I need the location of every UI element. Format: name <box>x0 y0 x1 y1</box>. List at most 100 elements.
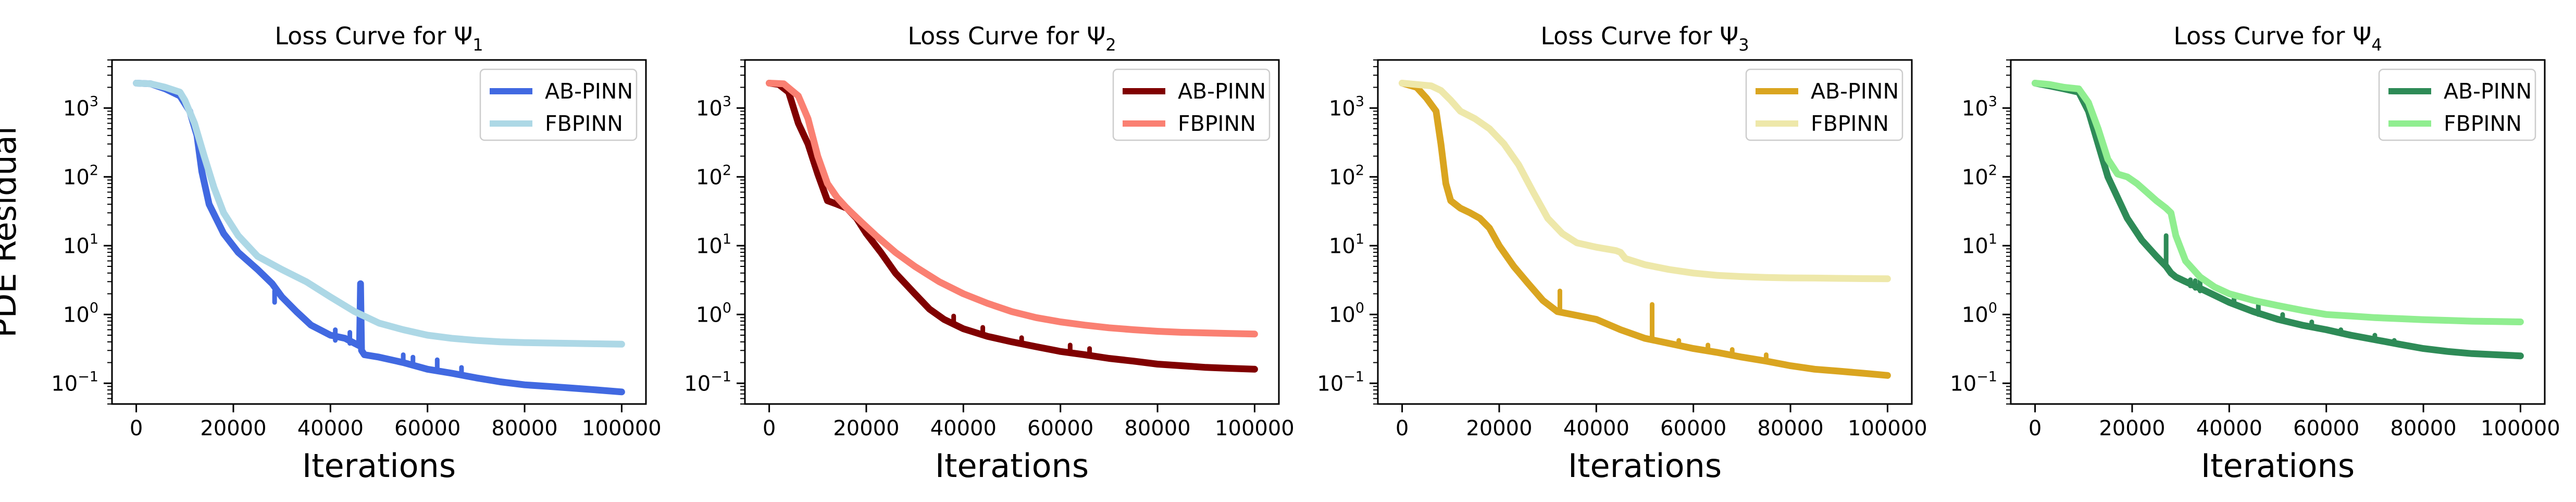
y-tick-exponent: −1 <box>1343 369 1364 385</box>
chart-title: Loss Curve for Ψ1 <box>275 22 483 55</box>
y-tick-label: 103 <box>1329 93 1364 120</box>
y-tick-label: 100 <box>1962 300 1997 327</box>
y-tick-base: 10 <box>51 372 78 396</box>
x-tick-label: 20000 <box>2099 417 2165 440</box>
y-tick-label: 10−1 <box>1317 369 1364 396</box>
x-tick-label: 60000 <box>1027 417 1093 440</box>
chart-title-text: Loss Curve for Ψ <box>2173 22 2371 50</box>
x-tick-label: 100000 <box>582 417 662 440</box>
legend-label-ab-pinn: AB-PINN <box>2444 79 2532 104</box>
chart-title: Loss Curve for Ψ3 <box>1540 22 1749 55</box>
y-tick-label: 101 <box>1329 231 1364 258</box>
x-tick-label: 40000 <box>930 417 997 440</box>
y-tick-exponent: 1 <box>1988 231 1997 247</box>
legend-label-ab-pinn: AB-PINN <box>1178 79 1266 104</box>
y-tick-base: 10 <box>63 234 90 258</box>
y-tick-exponent: 0 <box>723 300 731 316</box>
y-tick-exponent: 2 <box>90 162 98 178</box>
y-tick-base: 10 <box>696 234 723 258</box>
y-tick-exponent: −1 <box>711 369 731 385</box>
y-tick-base: 10 <box>1329 303 1355 327</box>
y-tick-exponent: 1 <box>1355 231 1364 247</box>
y-tick-label: 102 <box>1329 162 1364 189</box>
y-tick-base: 10 <box>63 165 90 189</box>
series-line-fbpinn <box>1399 80 1891 283</box>
y-tick-base: 10 <box>1317 372 1343 396</box>
y-tick-base: 10 <box>1962 165 1988 189</box>
x-axis-label: Iterations <box>2201 447 2355 485</box>
legend-label-ab-pinn: AB-PINN <box>1811 79 1899 104</box>
chart-title: Loss Curve for Ψ2 <box>907 22 1116 55</box>
y-tick-exponent: 0 <box>1988 300 1997 316</box>
chart-title-subscript: 3 <box>1738 35 1749 55</box>
y-tick-exponent: 3 <box>1355 93 1364 109</box>
x-tick-label: 0 <box>2029 417 2042 440</box>
x-tick-label: 80000 <box>2390 417 2456 440</box>
series-line-fbpinn <box>2032 80 2524 325</box>
y-tick-base: 10 <box>1329 165 1355 189</box>
y-tick-label: 103 <box>696 93 731 120</box>
y-tick-exponent: −1 <box>1976 369 1997 385</box>
y-tick-label: 102 <box>63 162 98 189</box>
legend-label-ab-pinn: AB-PINN <box>545 79 633 104</box>
y-tick-base: 10 <box>63 96 90 120</box>
legend: AB-PINN FBPINN <box>1745 68 1903 141</box>
y-tick-label: 100 <box>63 300 98 327</box>
y-tick-exponent: 3 <box>90 93 98 109</box>
y-tick-label: 103 <box>63 93 98 120</box>
series-line-fbpinn <box>766 80 1258 338</box>
chart-title-subscript: 4 <box>2371 35 2382 55</box>
plot-frame <box>744 59 1280 405</box>
legend-label-fbpinn: FBPINN <box>1811 111 1889 136</box>
chart-title-subscript: 1 <box>472 35 483 55</box>
x-tick-label: 60000 <box>394 417 461 440</box>
legend-label-fbpinn: FBPINN <box>2444 111 2522 136</box>
y-tick-base: 10 <box>696 303 723 327</box>
x-tick-label: 20000 <box>1466 417 1532 440</box>
y-tick-base: 10 <box>1962 303 1988 327</box>
chart-title-text: Loss Curve for Ψ <box>907 22 1105 50</box>
y-tick-exponent: −1 <box>78 369 98 385</box>
y-tick-label: 101 <box>1962 231 1997 258</box>
legend: AB-PINN FBPINN <box>479 68 638 141</box>
y-tick-exponent: 0 <box>90 300 98 316</box>
x-tick-label: 40000 <box>297 417 364 440</box>
x-tick-label: 100000 <box>2481 417 2560 440</box>
plot-area <box>1399 80 1891 379</box>
legend: AB-PINN FBPINN <box>2378 68 2536 141</box>
plot-frame <box>1377 59 1913 405</box>
plot-area <box>133 80 625 396</box>
x-tick-label: 60000 <box>1660 417 1726 440</box>
x-tick-label: 20000 <box>200 417 266 440</box>
legend-label-fbpinn: FBPINN <box>1178 111 1256 136</box>
y-tick-base: 10 <box>684 372 711 396</box>
y-tick-label: 100 <box>1329 300 1364 327</box>
y-axis-label: PDE Residual <box>0 126 23 338</box>
x-axis-label: Iterations <box>935 447 1089 485</box>
y-tick-exponent: 2 <box>1988 162 1997 178</box>
x-tick-label: 40000 <box>2196 417 2262 440</box>
y-tick-label: 102 <box>1962 162 1997 189</box>
y-tick-label: 101 <box>63 231 98 258</box>
x-tick-label: 40000 <box>1563 417 1629 440</box>
x-tick-label: 60000 <box>2293 417 2359 440</box>
y-tick-label: 10−1 <box>684 369 731 396</box>
plot-frame <box>111 59 647 405</box>
series-line-ab-pinn <box>766 80 1258 373</box>
y-tick-base: 10 <box>696 165 723 189</box>
x-tick-label: 0 <box>763 417 776 440</box>
y-tick-label: 101 <box>696 231 731 258</box>
y-tick-label: 102 <box>696 162 731 189</box>
plot-frame <box>2010 59 2546 405</box>
x-tick-label: 0 <box>1396 417 1409 440</box>
y-tick-base: 10 <box>1962 96 1988 120</box>
y-tick-base: 10 <box>1950 372 1976 396</box>
x-tick-label: 80000 <box>491 417 557 440</box>
x-tick-label: 100000 <box>1848 417 1927 440</box>
chart-title-subscript: 2 <box>1105 35 1116 55</box>
x-axis-label: Iterations <box>1568 447 1722 485</box>
